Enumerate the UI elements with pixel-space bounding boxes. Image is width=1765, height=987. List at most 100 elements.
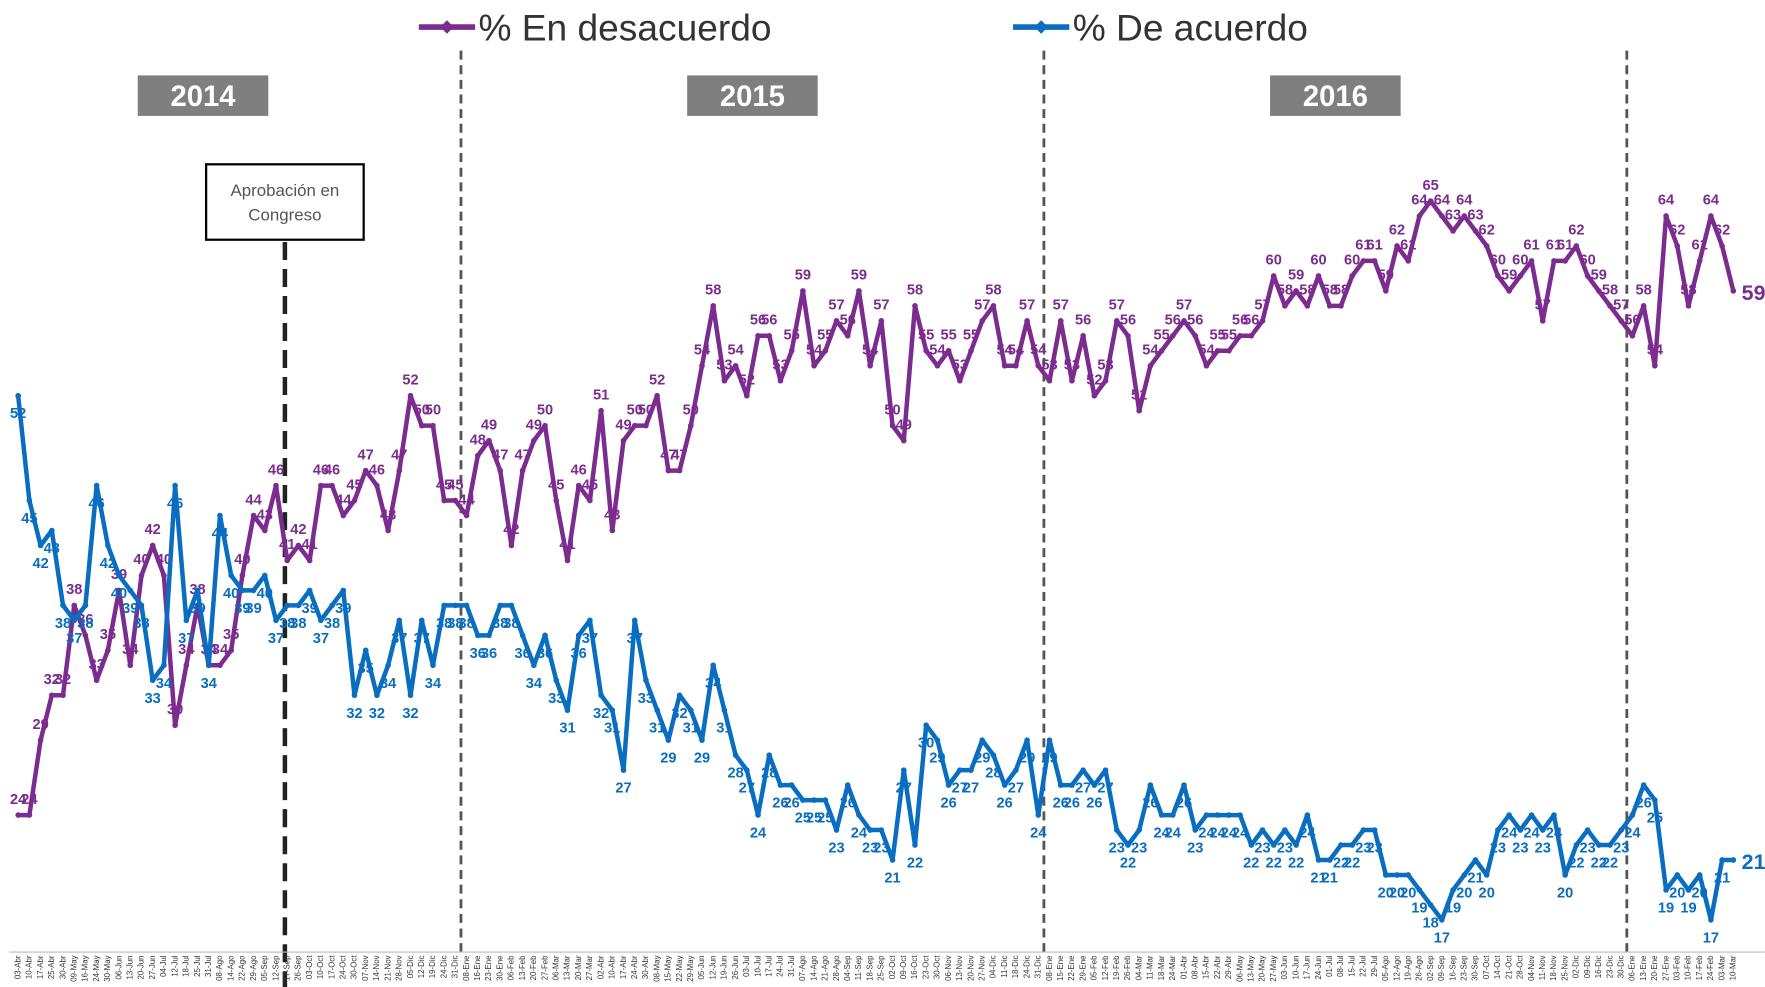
point [755, 812, 761, 818]
data-label: 57 [828, 298, 844, 314]
point [1035, 362, 1042, 369]
point [1270, 842, 1277, 848]
point [1427, 902, 1434, 908]
data-label: 34 [212, 642, 229, 658]
x-tick-label: 14-Ago [226, 955, 235, 981]
annotation-text: Congreso [248, 206, 321, 225]
x-tick-label: 17-Jul [765, 955, 774, 977]
point [261, 527, 268, 534]
x-tick-label: 22-Abr [1213, 955, 1222, 979]
data-label: 34 [178, 642, 195, 658]
point [1584, 273, 1591, 279]
x-tick-label: 21-Nov [383, 955, 392, 980]
x-tick-label: 20-Jun [137, 955, 146, 979]
data-label: 49 [526, 417, 542, 433]
data-label: 57 [873, 298, 889, 314]
data-label: 19 [1680, 900, 1696, 916]
data-label: 40 [133, 552, 149, 568]
point [968, 347, 974, 354]
point [15, 812, 21, 818]
point [474, 632, 481, 639]
point [1192, 332, 1199, 339]
point [1528, 812, 1535, 818]
point [654, 392, 660, 399]
data-label: 22 [1344, 856, 1360, 872]
data-label: 39 [189, 601, 205, 617]
point [744, 767, 750, 773]
point [1057, 318, 1064, 324]
x-tick-label: 12-Feb [1101, 955, 1110, 981]
x-tick-label: 08-Ene [462, 955, 471, 981]
x-tick-label: 18-Dic [1011, 955, 1020, 978]
data-label: 58 [1680, 283, 1696, 299]
data-label: 49 [481, 417, 497, 433]
point [1158, 812, 1165, 818]
point [1226, 812, 1232, 818]
point [643, 422, 649, 429]
x-tick-label: 04-Sep [843, 955, 852, 981]
point [1629, 332, 1636, 339]
data-label: 55 [918, 328, 934, 344]
data-label: 26 [1053, 796, 1069, 812]
data-label: 54 [1008, 343, 1025, 359]
point [1674, 243, 1681, 249]
data-label: 44 [335, 492, 352, 508]
data-label: 53 [952, 357, 968, 373]
data-label: 55 [940, 328, 956, 344]
point [306, 557, 313, 564]
x-tick-label: 10-Jun [1291, 955, 1300, 979]
point [856, 288, 862, 294]
x-tick-label: 04-Jul [159, 955, 168, 977]
data-label: 46 [89, 496, 105, 512]
data-label: 46 [324, 462, 340, 478]
point [1360, 827, 1367, 833]
data-label: 28 [727, 766, 743, 782]
data-label: 26 [840, 796, 856, 812]
data-label: 37 [627, 631, 643, 647]
data-label: 59 [1378, 268, 1394, 284]
point [822, 797, 829, 803]
point [1024, 737, 1030, 743]
point [273, 482, 279, 489]
data-label: 29 [660, 751, 676, 767]
point [82, 632, 89, 639]
x-tick-label: 13-May [1247, 955, 1256, 981]
data-label: 24 [851, 826, 868, 842]
x-tick-label: 11-Sep [854, 955, 863, 980]
data-label: 22 [907, 856, 923, 872]
point [1181, 782, 1187, 788]
data-label: 58 [1322, 283, 1338, 299]
x-tick-label: 23-Oct [921, 955, 930, 979]
data-label: 24 [1030, 826, 1047, 842]
data-label: 39 [335, 601, 351, 617]
point [116, 572, 122, 579]
x-tick-label: 08-Abr [1190, 955, 1199, 979]
point [1584, 827, 1591, 833]
x-tick-label: 24-Oct [339, 955, 348, 979]
point [1573, 842, 1580, 848]
point [418, 617, 425, 624]
x-tick-label: 30-Ene [495, 955, 504, 981]
point [1607, 842, 1613, 848]
data-label: 18 [1423, 915, 1439, 931]
point [744, 392, 750, 399]
data-label: 45 [21, 511, 37, 527]
point [620, 767, 627, 773]
data-label: 56 [1243, 313, 1259, 329]
point [138, 572, 145, 579]
data-label: 36 [537, 646, 553, 662]
data-label: 60 [1266, 253, 1282, 269]
data-label: 20 [1557, 885, 1573, 901]
point [1304, 303, 1311, 309]
data-label: 35 [358, 661, 374, 677]
point [1293, 842, 1299, 848]
data-label: 37 [313, 631, 329, 647]
point [452, 602, 459, 609]
point [990, 303, 997, 309]
x-tick-label: 30-May [103, 955, 112, 981]
point [1517, 273, 1524, 279]
x-tick-label: 27-Feb [540, 955, 549, 981]
data-label: 26 [997, 796, 1013, 812]
x-tick-label: 15-May [664, 955, 673, 981]
point [1113, 318, 1120, 324]
